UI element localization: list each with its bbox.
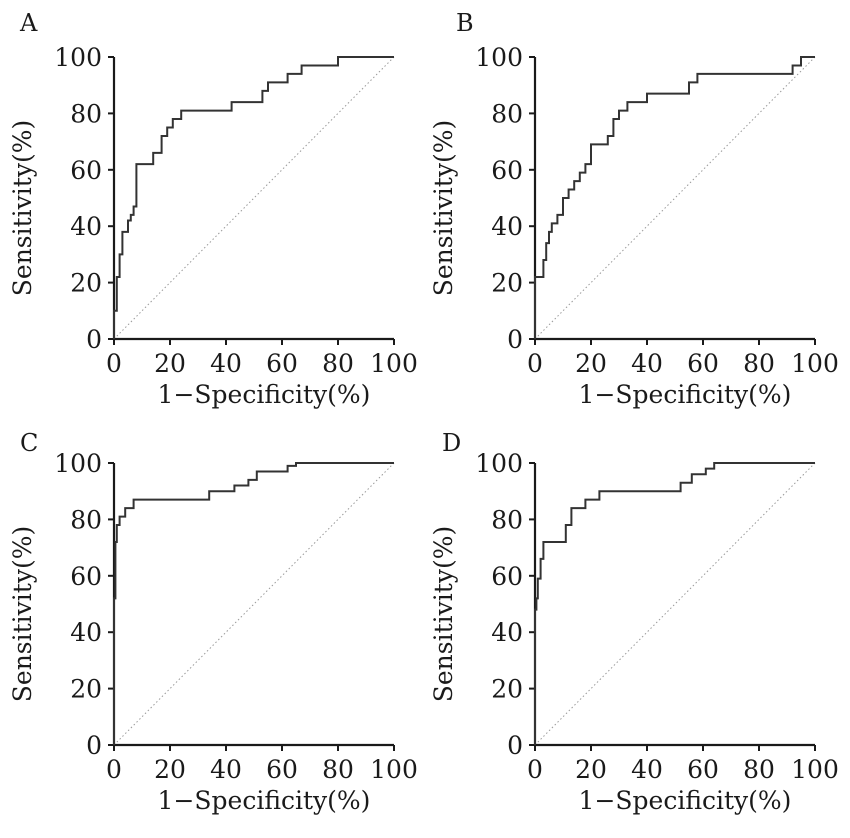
y-tick-label: 80 [70,99,102,128]
panel-letter: B [456,9,474,37]
x-axis-label: 1−Specificity(%) [158,380,371,409]
x-tick-label: 60 [266,755,298,784]
x-tick-label: 0 [106,755,122,784]
roc-curve-line [113,462,394,745]
x-axis-label: 1−Specificity(%) [579,380,792,409]
x-tick-label: 40 [631,349,663,378]
y-axis-label: Sensitivity(%) [429,120,458,296]
y-tick-label: 20 [491,269,523,298]
reference-diagonal-line [113,56,395,340]
reference-diagonal-line [534,462,816,746]
x-tick-label: 40 [210,755,242,784]
x-tick-label: 20 [154,755,186,784]
x-tick-label: 60 [266,349,298,378]
x-tick-label: 20 [575,755,607,784]
x-tick-label: 80 [322,755,354,784]
y-tick-label: 0 [86,731,102,760]
y-tick-label: 0 [507,731,523,760]
y-axis-label: Sensitivity(%) [8,120,37,296]
y-tick-label: 0 [86,325,102,354]
x-tick-label: 40 [631,755,663,784]
x-tick-label: 20 [575,349,607,378]
panel-letter: C [20,429,38,457]
y-tick-label: 60 [70,562,102,591]
y-tick-label: 20 [70,269,102,298]
y-tick-label: 20 [491,675,523,704]
y-tick-label: 100 [475,449,523,478]
y-tick-label: 40 [491,618,523,647]
y-tick-label: 40 [70,618,102,647]
x-axis-label: 1−Specificity(%) [579,786,792,815]
x-tick-label: 60 [687,349,719,378]
x-tick-label: 100 [370,349,418,378]
y-tick-label: 100 [475,43,523,72]
y-axis-label: Sensitivity(%) [429,526,458,702]
x-tick-label: 0 [527,755,543,784]
x-tick-label: 20 [154,349,186,378]
y-tick-label: 0 [507,325,523,354]
y-tick-label: 80 [70,505,102,534]
x-tick-label: 100 [370,755,418,784]
panel-letter: D [442,429,461,457]
y-tick-label: 80 [491,505,523,534]
x-tick-label: 80 [322,349,354,378]
y-tick-label: 40 [491,212,523,241]
y-tick-label: 20 [70,675,102,704]
y-tick-label: 60 [70,156,102,185]
y-tick-label: 40 [70,212,102,241]
y-tick-label: 60 [491,156,523,185]
x-tick-label: 80 [743,349,775,378]
roc-curve-line [534,56,815,339]
x-tick-label: 40 [210,349,242,378]
roc-curve-line [534,462,815,745]
x-tick-label: 80 [743,755,775,784]
x-tick-label: 100 [791,755,839,784]
reference-diagonal-line [534,56,816,340]
y-tick-label: 100 [54,449,102,478]
x-tick-label: 0 [106,349,122,378]
roc-curve-line [113,56,394,339]
x-tick-label: 100 [791,349,839,378]
x-tick-label: 0 [527,349,543,378]
y-axis-label: Sensitivity(%) [8,526,37,702]
x-tick-label: 60 [687,755,719,784]
y-tick-label: 60 [491,562,523,591]
reference-diagonal-line [113,462,395,746]
panel-letter: A [19,9,38,37]
x-axis-label: 1−Specificity(%) [158,786,371,815]
y-tick-label: 100 [54,43,102,72]
y-tick-label: 80 [491,99,523,128]
